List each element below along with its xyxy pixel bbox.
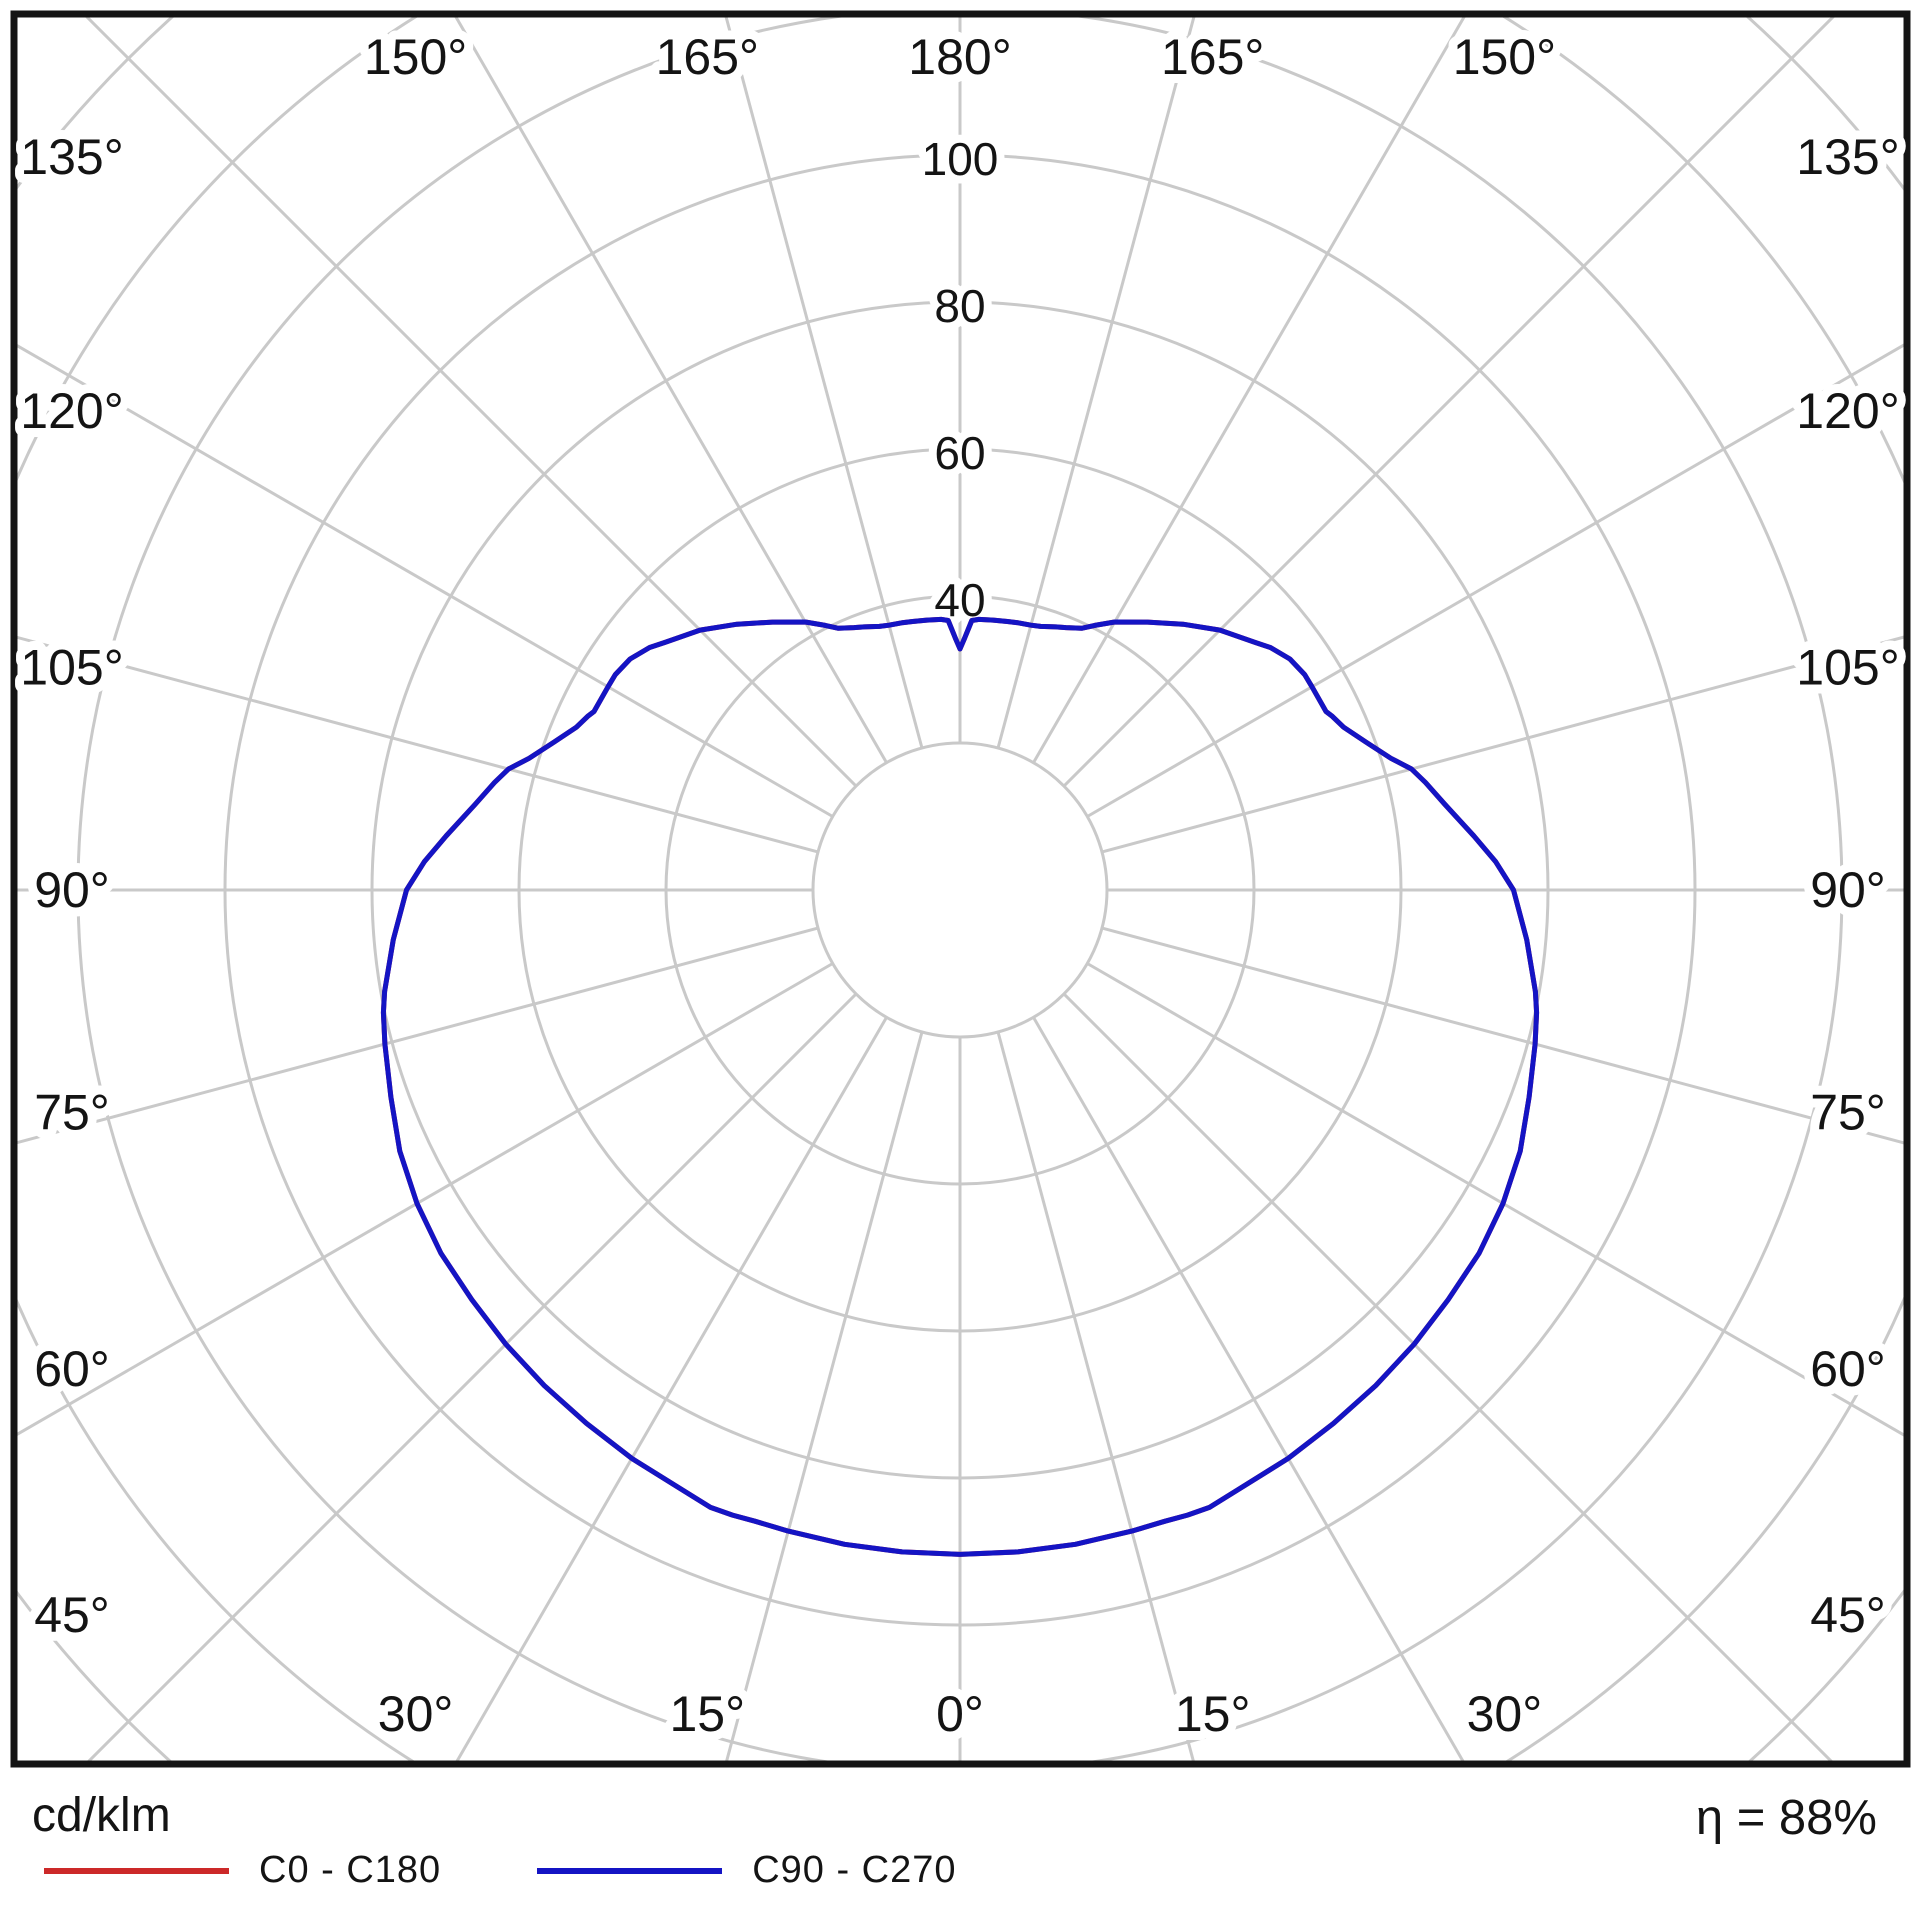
grid-ray-330 bbox=[455, 1017, 888, 1761]
angle-label-120-right: 120° bbox=[1796, 383, 1899, 439]
plot-border bbox=[10, 10, 1911, 1768]
grid-ray-135 bbox=[1063, 17, 1835, 787]
angle-label-105-right: 105° bbox=[1796, 640, 1899, 696]
grid-ray-75 bbox=[1102, 926, 1904, 1145]
legend-item-c0-c180: C0 - C180 bbox=[44, 1849, 441, 1892]
grid-ray-15 bbox=[996, 1032, 1195, 1761]
angle-label-60-left: 60° bbox=[34, 1341, 110, 1397]
legend-swatch-c90-c270-line bbox=[537, 1867, 723, 1874]
legend-swatch-c0-c180-line bbox=[44, 1867, 229, 1874]
grid-ray-300 bbox=[17, 962, 833, 1436]
grid-ray-30 bbox=[1032, 1017, 1465, 1761]
angle-label-120-left: 120° bbox=[20, 383, 123, 439]
angle-label-90-left: 90° bbox=[34, 862, 110, 918]
angle-label-180-right: 180° bbox=[908, 29, 1011, 85]
grid-ray-255 bbox=[17, 635, 818, 854]
angle-label-45-left: 45° bbox=[34, 1587, 110, 1643]
legend-label-c0-c180: C0 - C180 bbox=[259, 1849, 442, 1891]
grid-ray-195 bbox=[724, 17, 924, 748]
angle-label-15-right: 15° bbox=[1175, 1686, 1251, 1742]
angle-label-150-right: 150° bbox=[1453, 29, 1556, 85]
legend: C0 - C180 C90 - C270 bbox=[44, 1849, 1053, 1892]
angle-label-165-right: 165° bbox=[1161, 29, 1264, 85]
angle-label-75-right: 75° bbox=[1810, 1084, 1886, 1140]
grid-ray-240 bbox=[17, 344, 833, 818]
angle-label-165-left: 165° bbox=[656, 29, 759, 85]
units-label: cd/klm bbox=[32, 1789, 171, 1842]
radial-label-80: 80 bbox=[934, 280, 985, 332]
efficiency-label: η = 88% bbox=[1695, 1791, 1877, 1845]
grid-ray-210 bbox=[454, 17, 888, 763]
angle-label-105-left: 105° bbox=[20, 640, 123, 696]
angle-label-150-left: 150° bbox=[364, 29, 467, 85]
angle-label-30-right: 30° bbox=[1467, 1686, 1543, 1742]
angle-label-45-right: 45° bbox=[1810, 1587, 1886, 1643]
angle-label-0-right: 0° bbox=[936, 1686, 984, 1742]
grid-ray-120 bbox=[1087, 343, 1904, 818]
angle-label-15-left: 15° bbox=[669, 1686, 745, 1742]
angle-label-135-right: 135° bbox=[1796, 129, 1899, 185]
grid-ray-225 bbox=[85, 17, 857, 787]
grid-ray-45 bbox=[1063, 993, 1833, 1761]
grid-ray-165 bbox=[996, 17, 1196, 748]
grid-ray-315 bbox=[87, 993, 857, 1761]
angle-label-90-right: 90° bbox=[1810, 862, 1886, 918]
angle-label-135-left: 135° bbox=[20, 129, 123, 185]
grid-ray-105 bbox=[1102, 635, 1904, 854]
legend-item-c90-c270: C90 - C270 bbox=[537, 1849, 956, 1892]
angle-label-60-right: 60° bbox=[1810, 1341, 1886, 1397]
grid-ray-60 bbox=[1087, 962, 1904, 1437]
grid-ray-285 bbox=[17, 926, 818, 1145]
radial-label-60: 60 bbox=[934, 427, 985, 479]
radial-label-100: 100 bbox=[922, 133, 999, 185]
grid-ray-345 bbox=[725, 1032, 924, 1761]
grid-ray-150 bbox=[1032, 17, 1466, 763]
curve-c90-c270 bbox=[380, 616, 1540, 1557]
angular-tick-labels: 0° 15° 15° 30° 30° 45° 45° 60° 60° 75° 75° 90° 90° 10… bbox=[11, 20, 1908, 1751]
angle-label-75-left: 75° bbox=[34, 1084, 110, 1140]
angle-label-30-left: 30° bbox=[378, 1686, 454, 1742]
legend-label-c90-c270: C90 - C270 bbox=[752, 1849, 957, 1891]
grid-circle-20 bbox=[811, 741, 1109, 1039]
